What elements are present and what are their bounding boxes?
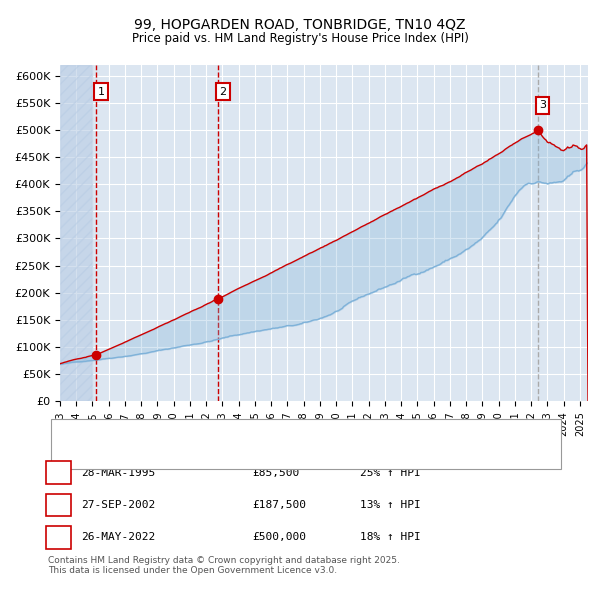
Text: £85,500: £85,500 [252,468,299,477]
Text: 13% ↑ HPI: 13% ↑ HPI [360,500,421,510]
Text: 2: 2 [55,500,62,510]
Text: 28-MAR-1995: 28-MAR-1995 [81,468,155,477]
Text: 18% ↑ HPI: 18% ↑ HPI [360,533,421,542]
Text: 26-MAY-2022: 26-MAY-2022 [81,533,155,542]
Text: 25% ↑ HPI: 25% ↑ HPI [360,468,421,477]
Text: 2: 2 [220,87,227,97]
Text: £187,500: £187,500 [252,500,306,510]
Text: £500,000: £500,000 [252,533,306,542]
Text: Price paid vs. HM Land Registry's House Price Index (HPI): Price paid vs. HM Land Registry's House … [131,32,469,45]
Text: 3: 3 [539,100,546,110]
Text: HPI: Average price, semi-detached house, Tonbridge and Malling: HPI: Average price, semi-detached house,… [93,446,430,455]
Text: 27-SEP-2002: 27-SEP-2002 [81,500,155,510]
Text: 3: 3 [55,533,62,542]
Text: 1: 1 [55,468,62,477]
Text: 99, HOPGARDEN ROAD, TONBRIDGE, TN10 4QZ: 99, HOPGARDEN ROAD, TONBRIDGE, TN10 4QZ [134,18,466,32]
Text: 99, HOPGARDEN ROAD, TONBRIDGE, TN10 4QZ (semi-detached house): 99, HOPGARDEN ROAD, TONBRIDGE, TN10 4QZ … [93,427,465,436]
Text: 1: 1 [98,87,105,97]
Text: Contains HM Land Registry data © Crown copyright and database right 2025.
This d: Contains HM Land Registry data © Crown c… [48,556,400,575]
